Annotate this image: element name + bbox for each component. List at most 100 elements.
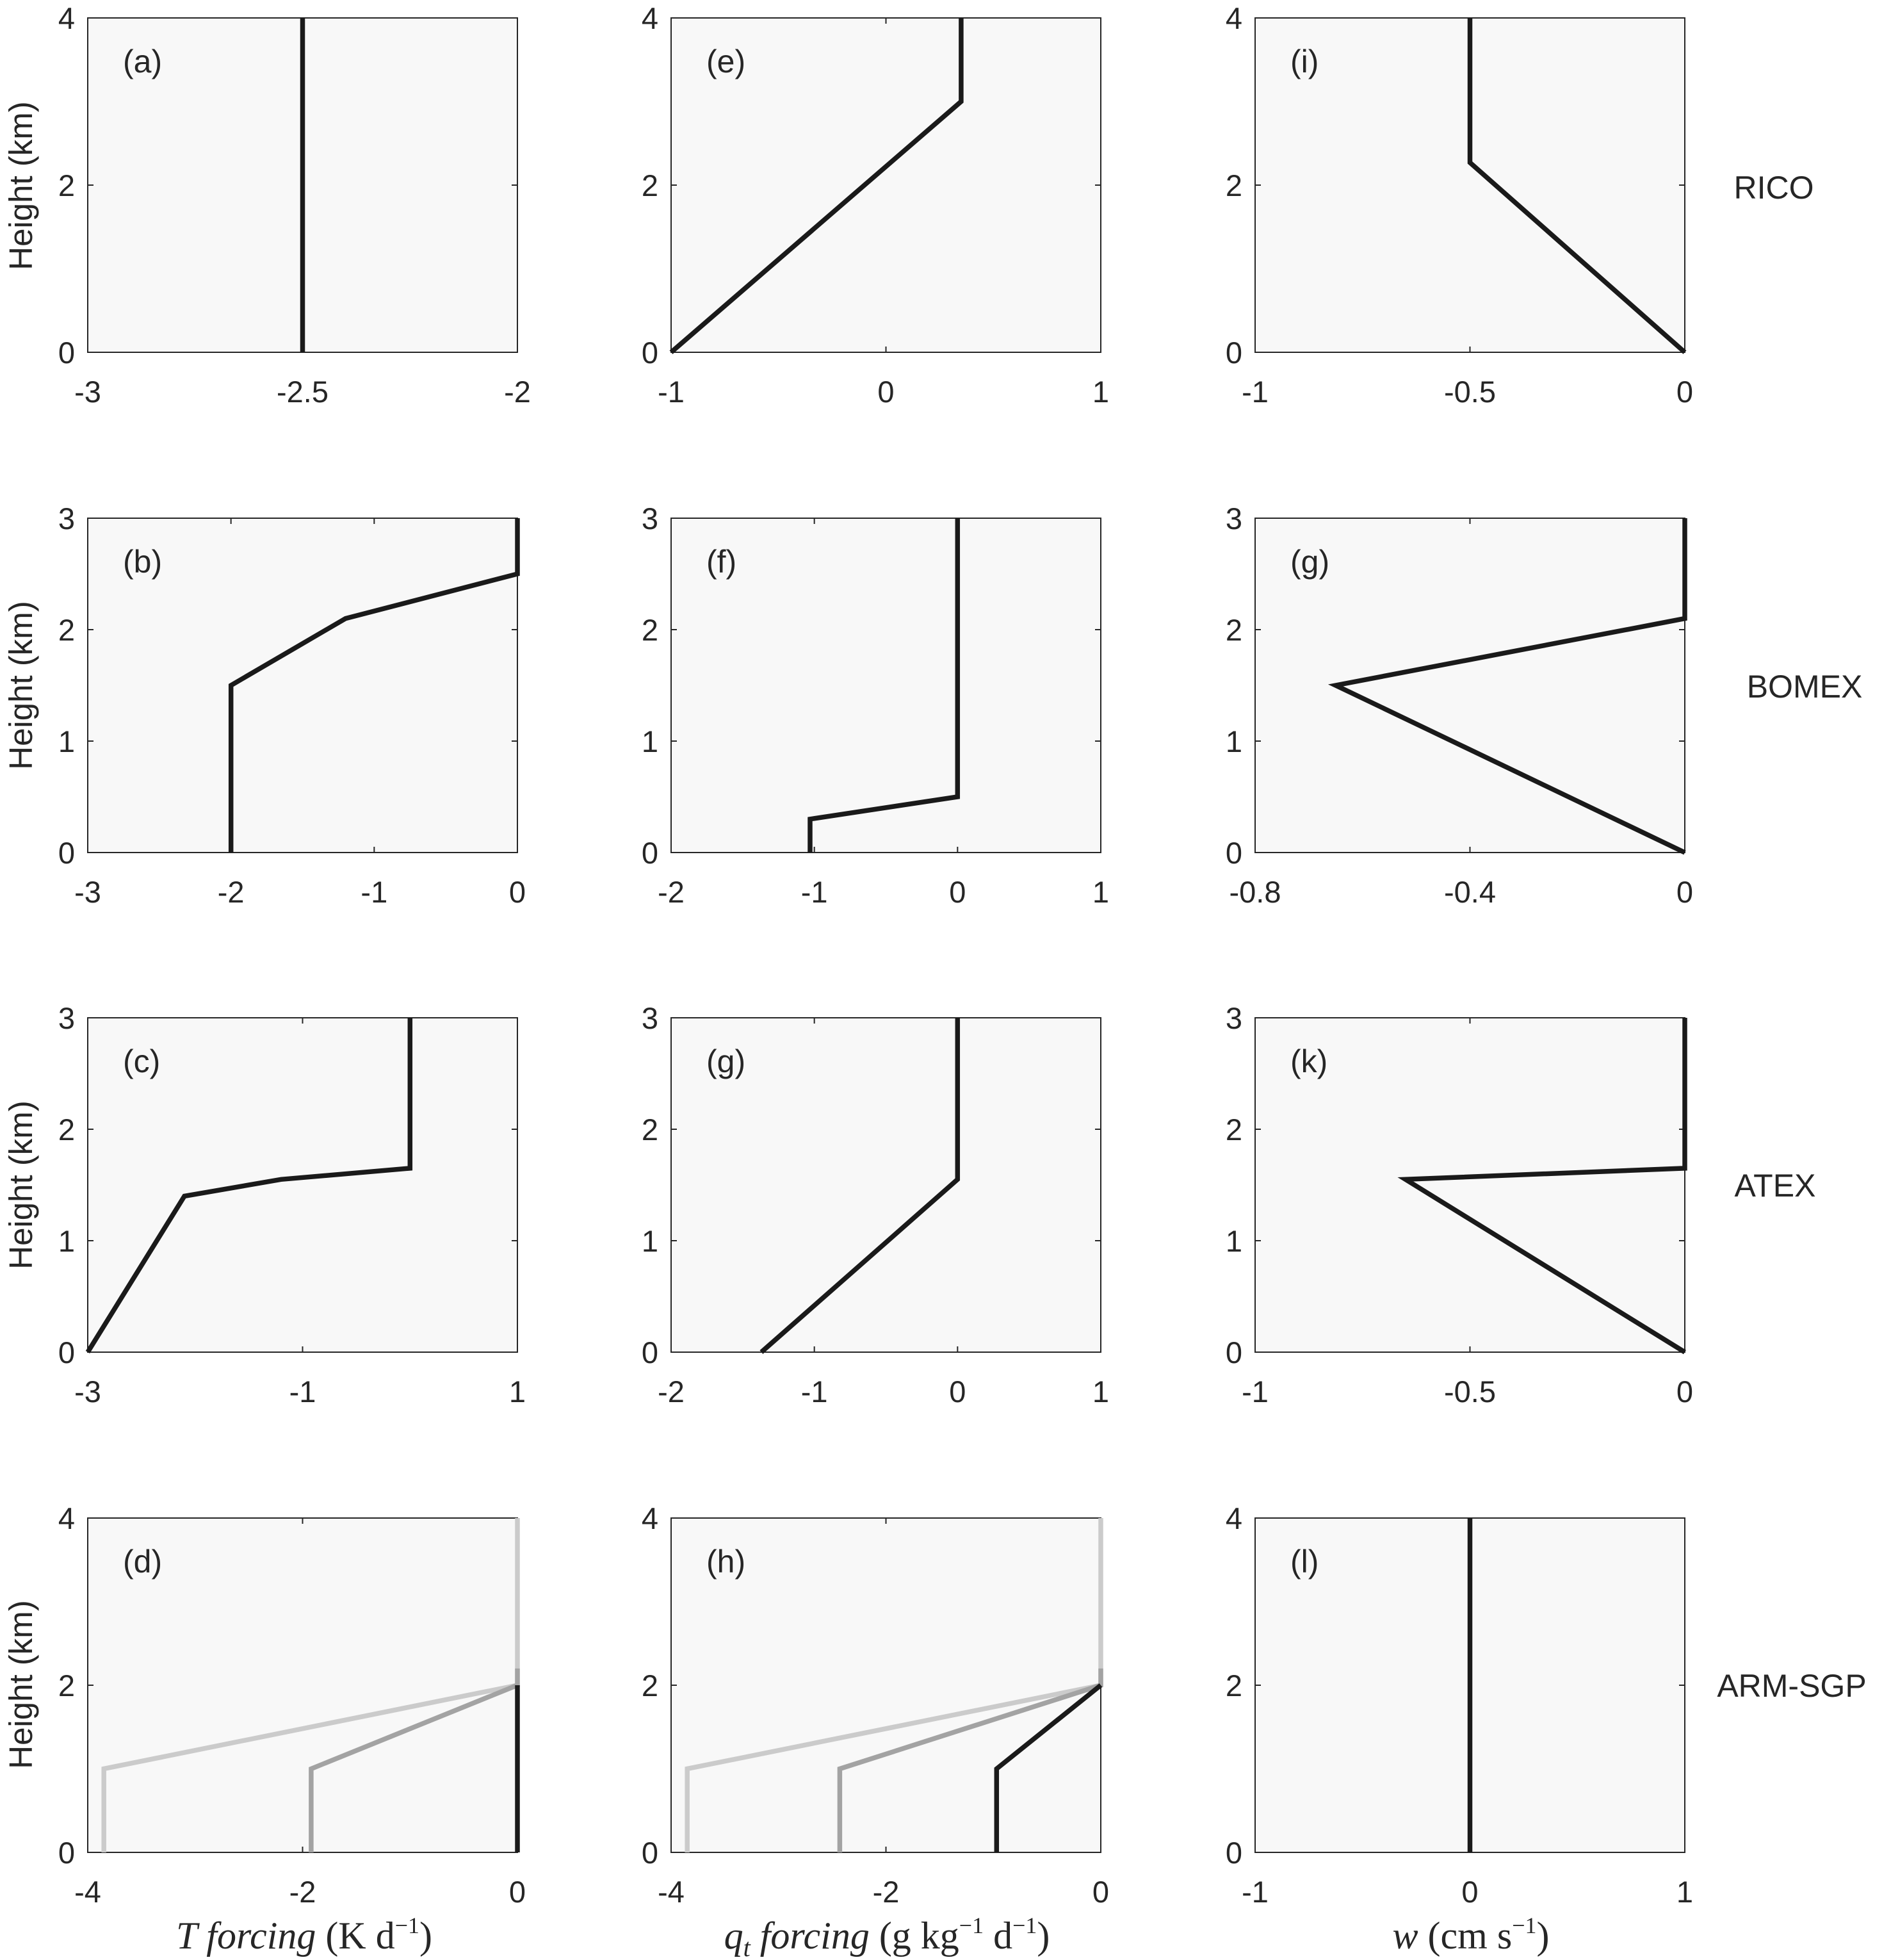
panel-label: (h) — [706, 1544, 745, 1580]
series-line-gray-light — [101, 1518, 520, 1852]
x-tick-label: -1 — [1242, 375, 1269, 409]
y-axis-label-row3: Height (km) — [3, 1100, 39, 1270]
series-line-black — [994, 1683, 1103, 1852]
y-tick-label: 4 — [58, 1, 75, 35]
x-tick-label: -1 — [1242, 1375, 1269, 1409]
panel-label: (g) — [1290, 544, 1329, 580]
x-axis-labels: T forcing (K d−1) qt forcing (g kg−1 d−1… — [176, 1913, 1549, 1960]
y-tick-label: 0 — [642, 336, 658, 370]
x-tick-label: -1 — [289, 1375, 316, 1409]
axes-box — [670, 1017, 1101, 1353]
y-tick-label: 1 — [1226, 724, 1242, 758]
x-tick-label: -4 — [74, 1875, 101, 1909]
x-tick-label: -0.4 — [1444, 875, 1496, 909]
panel-c: -3 -1 1 0 1 2 3 (c) — [58, 1001, 526, 1409]
y-tick-label: 3 — [1226, 502, 1242, 535]
series-line-gray-mid — [309, 1668, 520, 1852]
y-tick-label: 0 — [1226, 336, 1242, 370]
y-tick-label: 0 — [642, 1335, 658, 1369]
x-tick-label: -2 — [658, 875, 685, 909]
x-tick-label: -1 — [801, 875, 828, 909]
x-tick-label: -1 — [361, 875, 387, 909]
panel-f: -2 -1 0 1 0 1 2 3 (f) — [642, 502, 1109, 909]
y-tick-label: 2 — [1226, 1669, 1242, 1703]
y-tick-label: 0 — [58, 1836, 75, 1870]
y-tick-label: 0 — [1226, 836, 1242, 870]
x-tick-label: -1 — [801, 1375, 828, 1409]
panel-label: (l) — [1290, 1544, 1319, 1580]
panel-label: (i) — [1290, 44, 1319, 79]
row-label-rico: RICO — [1734, 170, 1814, 206]
series-line-black — [1327, 518, 1687, 855]
y-tick-label: 2 — [1226, 168, 1242, 202]
axes-box — [670, 518, 1101, 853]
panel-label: (b) — [123, 544, 162, 580]
x-tick-label: 0 — [877, 375, 894, 409]
axes-box — [87, 1017, 518, 1353]
panel-label: (g) — [706, 1043, 745, 1079]
y-tick-label: 2 — [642, 168, 658, 202]
x-tick-label: -3 — [74, 875, 101, 909]
panel-h: -4 -2 0 0 2 4 (h) — [642, 1501, 1109, 1909]
x-tick-label: -0.8 — [1230, 875, 1281, 909]
row-labels: RICO BOMEX ATEX ARM-SGP — [1717, 170, 1866, 1704]
y-tick-label: 2 — [1226, 613, 1242, 647]
panel-b: -3 -2 -1 0 0 1 2 3 (b) — [58, 502, 526, 909]
series-line-black — [1467, 18, 1687, 354]
y-tick-label: 0 — [1226, 1335, 1242, 1369]
x-tick-label: 0 — [949, 1375, 966, 1409]
y-tick-label: 3 — [1226, 1001, 1242, 1035]
x-axis-label-w: w (cm s−1) — [1393, 1913, 1550, 1957]
y-tick-label: 2 — [58, 1113, 75, 1147]
x-tick-label: -3 — [74, 375, 101, 409]
y-tick-label: 3 — [58, 502, 75, 535]
y-tick-label: 2 — [642, 1669, 658, 1703]
y-tick-label: 0 — [642, 836, 658, 870]
x-tick-label: 1 — [1092, 1375, 1109, 1409]
x-tick-label: 0 — [1676, 875, 1693, 909]
x-tick-label: 0 — [1676, 375, 1693, 409]
y-tick-label: 0 — [58, 836, 75, 870]
y-tick-label: 4 — [1226, 1, 1242, 35]
panel-label: (d) — [123, 1544, 162, 1580]
y-tick-label: 2 — [642, 613, 658, 647]
axes-box — [1254, 1017, 1685, 1353]
series-line-black — [808, 518, 961, 853]
y-tick-label: 2 — [642, 1113, 658, 1147]
series-line-gray-mid — [837, 1668, 1103, 1852]
y-axis-labels: Height (km) Height (km) Height (km) Heig… — [3, 101, 39, 1769]
row-label-arm-sgp: ARM-SGP — [1717, 1668, 1866, 1704]
y-tick-label: 0 — [58, 1335, 75, 1369]
y-tick-label: 1 — [58, 724, 75, 758]
axes-box — [87, 1517, 518, 1853]
x-tick-label: -0.5 — [1444, 375, 1496, 409]
panel-label: (a) — [123, 44, 162, 79]
y-axis-label-row4: Height (km) — [3, 1600, 39, 1769]
x-tick-label: -2 — [504, 375, 531, 409]
y-tick-label: 4 — [1226, 1501, 1242, 1535]
y-tick-label: 3 — [58, 1001, 75, 1035]
x-tick-label: -4 — [658, 1875, 685, 1909]
panel-k: -1 -0.5 0 0 1 2 3 (k) — [1226, 1001, 1693, 1409]
x-tick-label: 1 — [1676, 1875, 1693, 1909]
x-tick-label: 1 — [1092, 875, 1109, 909]
y-tick-label: 2 — [58, 168, 75, 202]
series-line-black — [228, 518, 520, 853]
series-line-gray-light — [685, 1518, 1103, 1852]
y-tick-label: 0 — [1226, 1836, 1242, 1870]
x-tick-label: 1 — [509, 1375, 526, 1409]
x-tick-label: 1 — [1092, 375, 1109, 409]
x-tick-label: -1 — [658, 375, 685, 409]
y-tick-label: 1 — [642, 724, 658, 758]
x-tick-label: -1 — [1242, 1875, 1269, 1909]
y-tick-label: 2 — [58, 1669, 75, 1703]
y-tick-label: 2 — [58, 613, 75, 647]
row-label-bomex: BOMEX — [1747, 669, 1863, 705]
x-tick-label: 0 — [509, 1875, 526, 1909]
x-tick-label: 0 — [1676, 1375, 1693, 1409]
x-tick-label: -0.5 — [1444, 1375, 1496, 1409]
y-axis-label-row1: Height (km) — [3, 101, 39, 270]
